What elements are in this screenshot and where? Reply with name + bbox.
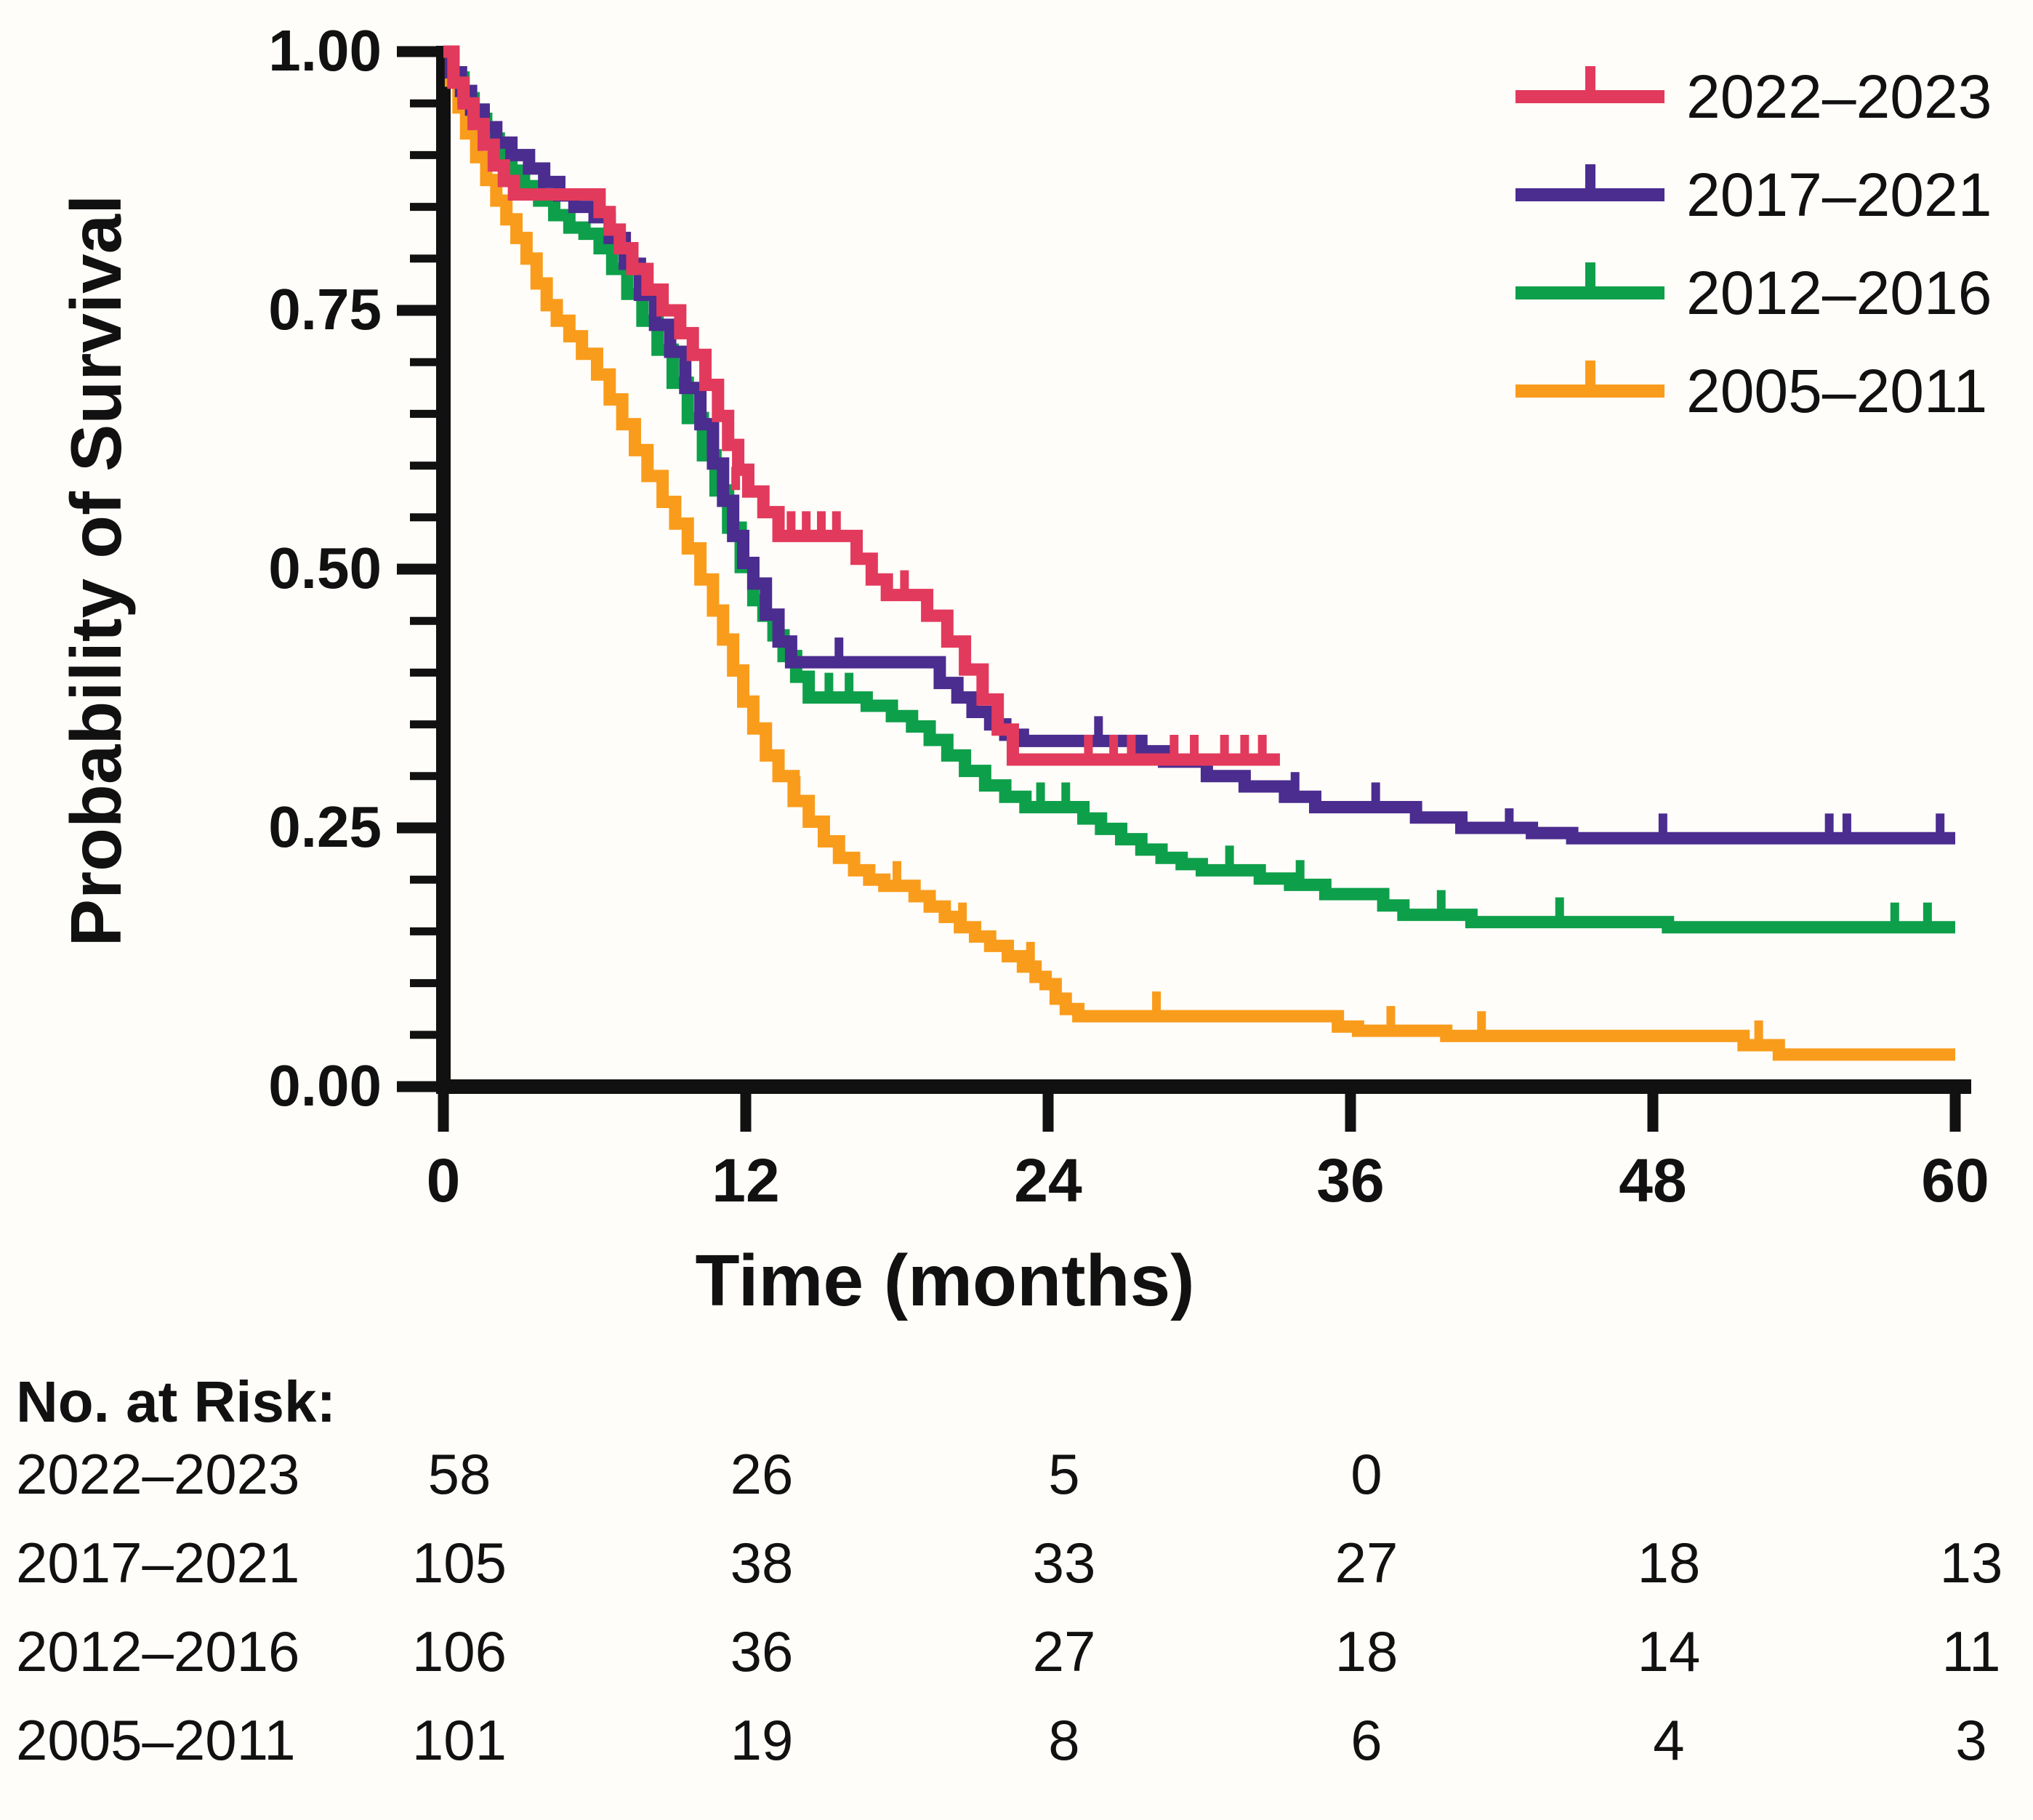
- legend-label: 2005–2011: [1686, 357, 1988, 425]
- x-tick-label-0: 0: [426, 1146, 461, 1215]
- legend-line-swatch: [1515, 90, 1664, 103]
- risk-count-2017-2021-t0: 105: [411, 1531, 507, 1595]
- legend-label: 2012–2016: [1686, 259, 1992, 327]
- risk-row-label-2017-2021: 2017–2021: [16, 1531, 300, 1595]
- legend-line-swatch: [1515, 188, 1664, 201]
- risk-count-2017-2021-t12: 38: [730, 1531, 794, 1595]
- y-tick-label-0.50: 0.50: [268, 536, 382, 600]
- risk-row-label-2012-2016: 2012–2016: [16, 1619, 300, 1683]
- risk-count-2017-2021-t60: 13: [1939, 1531, 2003, 1595]
- survival-curve-2005-2011: [443, 45, 1955, 1061]
- legend-line-swatch: [1515, 286, 1664, 299]
- x-tick-label-24: 24: [1014, 1146, 1082, 1215]
- risk-count-2005-2011-t0: 101: [411, 1708, 507, 1772]
- legend-censor-tick: [1585, 66, 1595, 97]
- risk-count-2012-2016-t60: 11: [1941, 1619, 2001, 1683]
- risk-row-label-2022-2023: 2022–2023: [16, 1442, 300, 1506]
- y-tick-label-1.00: 1.00: [268, 18, 382, 83]
- x-tick-label-12: 12: [712, 1146, 780, 1215]
- risk-count-2012-2016-t24: 27: [1032, 1619, 1096, 1683]
- x-axis-title: Time (months): [695, 1240, 1195, 1321]
- risk-count-2005-2011-t24: 8: [1048, 1708, 1080, 1772]
- risk-count-2005-2011-t48: 4: [1653, 1708, 1685, 1772]
- legend-censor-tick: [1585, 262, 1595, 293]
- risk-count-2005-2011-t36: 6: [1350, 1708, 1382, 1772]
- risk-count-2012-2016-t0: 106: [411, 1619, 507, 1683]
- legend-line-swatch: [1515, 384, 1664, 398]
- x-tick-label-48: 48: [1619, 1146, 1687, 1215]
- y-axis-title: Probability of Survival: [56, 194, 136, 947]
- risk-count-2005-2011-t60: 3: [1955, 1708, 1987, 1772]
- risk-count-2012-2016-t48: 14: [1637, 1619, 1701, 1683]
- risk-count-2022-2023-t24: 5: [1048, 1442, 1080, 1506]
- y-tick-label-0.25: 0.25: [268, 794, 382, 859]
- risk-count-2017-2021-t48: 18: [1637, 1531, 1701, 1595]
- survival-curve-2022-2023: [443, 45, 1280, 766]
- risk-count-2022-2023-t0: 58: [427, 1442, 491, 1506]
- y-tick-label-0.00: 0.00: [268, 1053, 382, 1118]
- legend-censor-tick: [1585, 164, 1595, 195]
- risk-count-2005-2011-t12: 19: [730, 1708, 794, 1772]
- risk-count-2012-2016-t12: 36: [730, 1619, 794, 1683]
- risk-table-title: No. at Risk:: [16, 1369, 337, 1434]
- risk-count-2022-2023-t12: 26: [730, 1442, 794, 1506]
- legend-label: 2017–2021: [1686, 161, 1992, 229]
- y-tick-label-0.75: 0.75: [268, 277, 382, 342]
- x-tick-label-36: 36: [1316, 1146, 1385, 1215]
- legend-label: 2022–2023: [1686, 63, 1992, 131]
- risk-count-2012-2016-t36: 18: [1334, 1619, 1398, 1683]
- risk-row-label-2005-2011: 2005–2011: [16, 1708, 296, 1772]
- risk-count-2017-2021-t24: 33: [1032, 1531, 1096, 1595]
- risk-count-2022-2023-t36: 0: [1350, 1442, 1382, 1506]
- survival-curve-2017-2021: [443, 45, 1955, 845]
- x-tick-label-60: 60: [1921, 1146, 1989, 1215]
- risk-count-2017-2021-t36: 27: [1334, 1531, 1398, 1595]
- legend-censor-tick: [1585, 361, 1595, 391]
